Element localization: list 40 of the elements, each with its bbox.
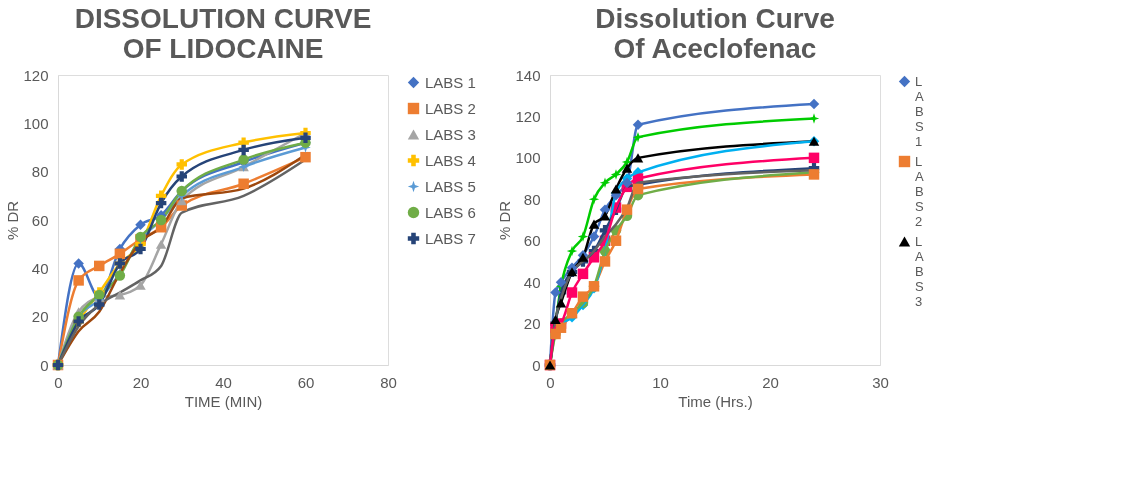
legend-label: LABS 2 [915, 153, 924, 229]
y-tick-label: 40 [31, 259, 49, 277]
x-tick-label: 0 [546, 373, 555, 391]
x-tick-label: 40 [215, 373, 232, 391]
y-tick-label: 40 [523, 273, 541, 291]
x-axis-title: TIME (MIN) [184, 392, 263, 410]
y-tick-label: 100 [515, 149, 541, 167]
legend-label: LABS 1 [425, 73, 476, 91]
x-tick-label: 10 [652, 373, 669, 391]
x-tick-label: 0 [54, 373, 63, 391]
y-tick-label: 140 [515, 66, 541, 84]
y-tick-label: 0 [40, 356, 49, 374]
x-tick-label: 60 [297, 373, 315, 391]
y-tick-label: 60 [523, 232, 541, 250]
x-axis-title: Time (Hrs.) [678, 392, 753, 410]
legend-label: LABS 5 [425, 177, 476, 195]
legend-label: LABS 3 [425, 125, 476, 143]
chart-title: DISSOLUTION CURVE OF LIDOCAINE [74, 3, 372, 64]
legend-label: LABS 4 [425, 151, 476, 169]
chart-title: Dissolution Curve Of Aceclofenac [595, 3, 835, 64]
legend-label: LABS 1 [915, 73, 924, 149]
y-tick-label: 0 [532, 356, 541, 374]
y-tick-label: 80 [31, 163, 49, 181]
x-tick-label: 20 [132, 373, 150, 391]
y-tick-label: 60 [31, 211, 49, 229]
y-tick-label: 100 [23, 114, 49, 132]
legend-label: LABS 6 [425, 203, 476, 221]
y-axis-title: % DR [4, 200, 22, 241]
legend-label: LABS 2 [425, 99, 476, 117]
x-tick-label: 80 [380, 373, 397, 391]
y-tick-label: 80 [523, 190, 541, 208]
y-tick-label: 120 [515, 107, 541, 125]
x-tick-label: 20 [762, 373, 779, 391]
y-tick-label: 120 [23, 66, 49, 84]
legend-label: LABS 7 [425, 229, 476, 247]
legend-label: LABS 3 [915, 233, 924, 309]
y-axis-title: % DR [496, 200, 514, 241]
y-tick-label: 20 [523, 315, 541, 333]
y-tick-label: 20 [31, 308, 49, 326]
x-tick-label: 30 [872, 373, 889, 391]
